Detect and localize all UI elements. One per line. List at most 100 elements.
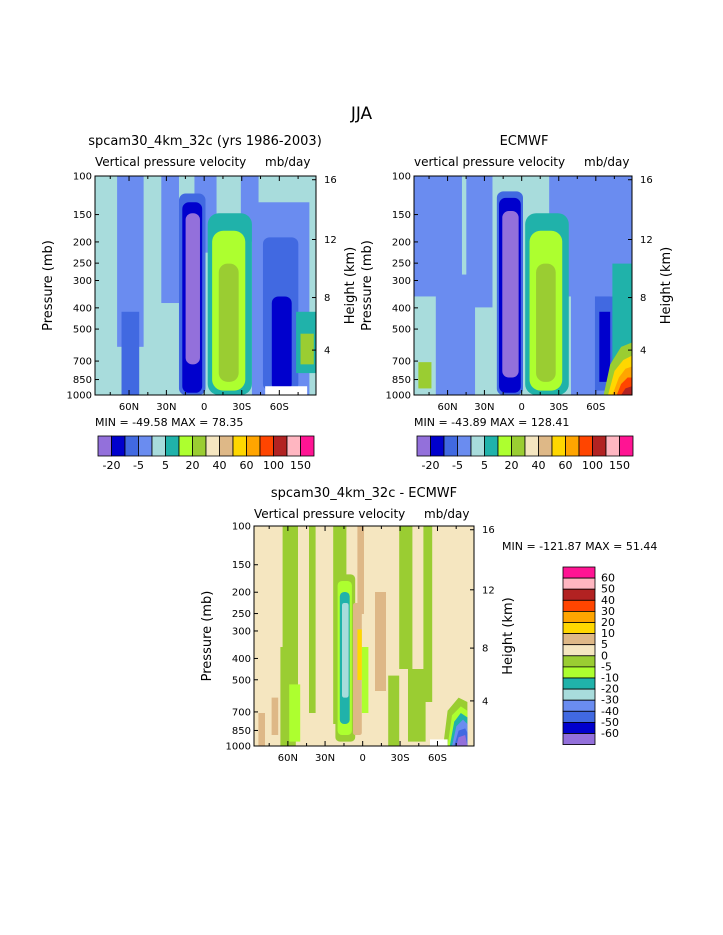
- pressure-tick-label: 100: [392, 172, 411, 183]
- colorbar2-swatch: [470, 435, 485, 457]
- diff-colorbar-swatch: [562, 566, 596, 579]
- colorbar2-swatch: [592, 435, 607, 457]
- colorbar1-swatch: [246, 435, 261, 457]
- diff-colorbar-swatch: [562, 722, 596, 734]
- colorbar2-swatch: [484, 435, 499, 457]
- latitude-tick-label: 30N: [156, 402, 176, 413]
- panel1-contour-region: [271, 296, 292, 391]
- pressure-tick-label: 200: [232, 588, 251, 599]
- pressure-tick-label: 700: [392, 357, 411, 368]
- diff-colorbar-label: -10: [601, 672, 619, 685]
- panel2-contour-region: [612, 263, 632, 365]
- colorbar2-swatch: [619, 435, 634, 457]
- panel1-units-label: mb/day: [265, 155, 311, 169]
- panel1-contour-region: [265, 386, 308, 395]
- colorbar2-swatch: [565, 435, 580, 457]
- pressure-tick-label: 850: [73, 375, 92, 386]
- panel3-contour-region: [271, 697, 279, 735]
- colorbar2-swatch: [524, 435, 539, 457]
- colorbar2-swatch: [497, 435, 512, 457]
- colorbar2-label: 100: [582, 459, 603, 472]
- pressure-tick-label: 300: [392, 276, 411, 287]
- colorbar2-swatch: [443, 435, 458, 457]
- diff-colorbar-swatch: [562, 622, 596, 635]
- pressure-tick-label: 400: [73, 303, 92, 314]
- diff-colorbar-label: -40: [601, 705, 619, 718]
- colorbar1-label: 150: [290, 459, 311, 472]
- colorbar2-swatch: [511, 435, 526, 457]
- pressure-tick-label: 400: [232, 654, 251, 665]
- pressure-tick-label: 150: [73, 210, 92, 221]
- pressure-tick-label: 150: [392, 210, 411, 221]
- panel3-contour-region: [361, 647, 369, 713]
- panel3-frame: [253, 525, 475, 747]
- colorbar2-label: -5: [452, 459, 463, 472]
- colorbar1-swatch: [259, 435, 274, 457]
- panel3-contour-region: [309, 526, 316, 713]
- panel2-frame: [413, 175, 633, 396]
- pressure-tick-label: 400: [392, 303, 411, 314]
- panel3-variable-label: Vertical pressure velocity: [254, 507, 406, 521]
- diff-colorbar-label: -60: [601, 727, 619, 740]
- panel3-contour-region: [375, 592, 386, 691]
- colorbar1-swatch: [97, 435, 112, 457]
- panel3-field: [254, 526, 474, 746]
- panel1-stats: MIN = -49.58 MAX = 78.35: [95, 416, 244, 429]
- pressure-tick-label: 700: [232, 707, 251, 718]
- height-tick-label: 4: [640, 346, 646, 357]
- diff-colorbar-swatch: [562, 688, 596, 701]
- panel1-field: [95, 176, 316, 395]
- diff-colorbar-swatch: [562, 644, 596, 657]
- diff-colorbar-label: 40: [601, 594, 615, 607]
- colorbar1-swatch: [273, 435, 288, 457]
- panel3-contour-region: [289, 684, 301, 742]
- colorbar2-label: 20: [505, 459, 519, 472]
- height-axis-label: Height (km): [501, 597, 516, 674]
- panel1-variable-label: Vertical pressure velocity: [95, 155, 247, 169]
- colorbar1-swatch: [286, 435, 301, 457]
- diff-colorbar-label: 60: [601, 572, 615, 585]
- latitude-tick-label: 30S: [391, 753, 410, 764]
- latitude-tick-label: 0: [519, 402, 525, 413]
- colorbar2-swatch: [538, 435, 553, 457]
- panel2-contour-region: [621, 386, 632, 395]
- panel1-frame: [94, 175, 317, 396]
- diff-colorbar-label: 5: [601, 638, 608, 651]
- height-tick-label: 16: [640, 175, 653, 186]
- pressure-tick-label: 200: [73, 237, 92, 248]
- diff-colorbar-swatch: [562, 577, 596, 590]
- height-axis-label: Height (km): [343, 247, 358, 324]
- panel3-contour-region: [456, 735, 468, 746]
- diff-colorbar-swatch: [562, 666, 596, 679]
- panel3-contour-region: [357, 629, 362, 680]
- diff-colorbar-swatch: [562, 677, 596, 690]
- colorbar1-label: 60: [240, 459, 254, 472]
- pressure-axis-label: Pressure (mb): [200, 591, 215, 682]
- panel1-contour-region: [185, 213, 200, 365]
- colorbar2-label: 150: [609, 459, 630, 472]
- panel2-contour-region: [599, 311, 611, 382]
- panel3-units-label: mb/day: [424, 507, 470, 521]
- colorbar1-swatch: [178, 435, 193, 457]
- pressure-tick-label: 300: [232, 626, 251, 637]
- pressure-tick-label: 100: [73, 172, 92, 183]
- latitude-tick-label: 60S: [586, 402, 605, 413]
- panel3-contour-region: [423, 526, 433, 702]
- diff-colorbar-label: 20: [601, 616, 615, 629]
- diff-colorbar-swatch: [562, 611, 596, 623]
- pressure-tick-label: 100: [232, 522, 251, 533]
- panel2-variable-label: vertical pressure velocity: [414, 155, 566, 169]
- pressure-axis-label: Pressure (mb): [360, 240, 375, 331]
- pressure-tick-label: 700: [73, 357, 92, 368]
- panel3-contour-region: [357, 526, 364, 614]
- diff-colorbar-label: -5: [601, 660, 612, 673]
- panel3-contour-region: [430, 739, 448, 746]
- pressure-tick-label: 200: [392, 237, 411, 248]
- colorbar2-swatch: [430, 435, 445, 457]
- figure-title: JJA: [350, 104, 373, 124]
- diff-colorbar-swatch: [562, 733, 596, 746]
- panel2-stats: MIN = -43.89 MAX = 128.41: [414, 416, 570, 429]
- pressure-tick-label: 1000: [226, 742, 251, 753]
- panel2-contour-region: [502, 211, 519, 378]
